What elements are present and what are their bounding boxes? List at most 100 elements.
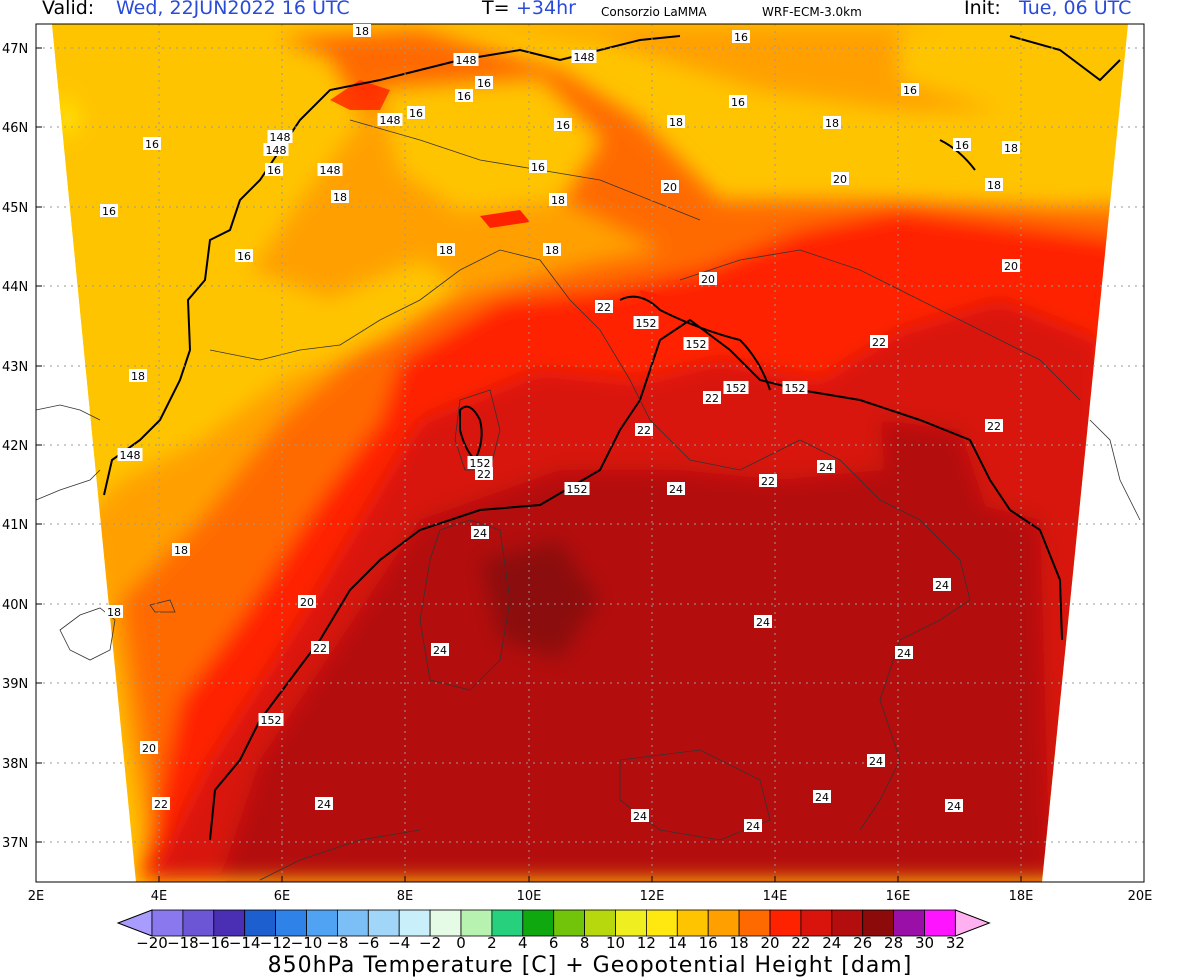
colorbar-swatch — [182, 909, 215, 937]
svg-text:22: 22 — [761, 475, 775, 488]
colorbar-swatch — [707, 909, 740, 937]
svg-text:18: 18 — [439, 244, 453, 257]
contour-value-label: 16 — [529, 160, 547, 174]
lon-label: 12E — [640, 889, 665, 904]
contour-value-label: 24 — [667, 482, 685, 496]
svg-text:152: 152 — [567, 483, 588, 496]
svg-text:24: 24 — [433, 644, 447, 657]
colorbar-tick-label: 28 — [884, 934, 904, 952]
colorbar-tick-label: 4 — [518, 934, 528, 952]
colorbar-swatch — [553, 909, 586, 937]
lat-label: 43N — [2, 360, 28, 375]
colorbar-tick-label: 24 — [822, 934, 842, 952]
colorbar-tick-label: 2 — [487, 934, 497, 952]
svg-text:16: 16 — [237, 250, 251, 263]
contour-value-label: 16 — [235, 249, 253, 263]
contour-value-label: 24 — [471, 526, 489, 540]
contour-value-label: 16 — [475, 76, 493, 90]
colorbar-swatch — [213, 909, 246, 937]
colorbar-swatch — [862, 909, 895, 937]
contour-value-label: 18 — [667, 115, 685, 129]
svg-text:20: 20 — [663, 181, 677, 194]
contour-value-label: 152 — [723, 381, 749, 395]
contour-value-label: 148 — [117, 448, 143, 462]
lat-label: 47N — [2, 42, 28, 57]
colorbar-max-arrow — [954, 909, 991, 937]
colorbar-swatch — [893, 909, 925, 937]
contour-value-label: 18 — [823, 116, 841, 130]
colorbar-swatch — [738, 909, 771, 937]
svg-text:22: 22 — [154, 798, 168, 811]
colorbar-swatch — [800, 909, 833, 937]
svg-text:24: 24 — [947, 800, 961, 813]
contour-value-label: 18 — [129, 369, 147, 383]
svg-text:152: 152 — [470, 457, 491, 470]
svg-text:16: 16 — [267, 164, 281, 177]
contour-value-label: 24 — [754, 615, 772, 629]
colorbar-tick-label: −2 — [419, 934, 442, 952]
colorbar-swatch — [367, 909, 400, 937]
lon-label: 4E — [151, 889, 168, 904]
contour-value-label: 16 — [732, 30, 750, 44]
contour-value-label: 22 — [985, 419, 1003, 433]
forecast-step-label: T= — [482, 0, 510, 19]
colorbar-swatch — [831, 909, 864, 937]
svg-text:152: 152 — [636, 317, 657, 330]
colorbar-title: 850hPa Temperature [C] + Geopotential He… — [267, 953, 913, 978]
lat-label: 40N — [2, 598, 28, 613]
contour-value-label: 24 — [631, 809, 649, 823]
colorbar-tick-label: 14 — [667, 934, 687, 952]
svg-text:148: 148 — [320, 164, 341, 177]
map-header: Valid: Wed, 22JUN2022 16 UTC T= +34hr Co… — [0, 0, 1180, 24]
contour-value-label: 18 — [331, 190, 349, 204]
forecast-step-value: +34hr — [516, 0, 576, 19]
svg-text:148: 148 — [266, 144, 287, 157]
colorbar-swatch — [275, 909, 307, 937]
colorbar-swatch — [398, 909, 431, 937]
colorbar-tick-label: 18 — [729, 934, 749, 952]
contour-value-label: 20 — [298, 595, 316, 609]
valid-label: Valid: — [42, 0, 95, 19]
lon-label: 6E — [274, 889, 291, 904]
svg-text:24: 24 — [819, 461, 833, 474]
svg-text:20: 20 — [701, 273, 715, 286]
contour-value-label: 148 — [267, 130, 293, 144]
contour-value-label: 18 — [353, 24, 371, 38]
latlon-grid — [36, 24, 1144, 882]
colorbar-swatch — [646, 909, 678, 937]
colorbar-tick-label: −8 — [326, 934, 349, 952]
contour-value-label: 18 — [549, 193, 567, 207]
svg-text:16: 16 — [734, 31, 748, 44]
temperature-map: 47N 46N 45N 44N 43N 42N 41N 40N 39N 38N … — [2, 23, 1152, 904]
lat-label: 41N — [2, 518, 28, 533]
colorbar-swatch — [769, 909, 802, 937]
svg-text:24: 24 — [669, 483, 683, 496]
svg-text:24: 24 — [746, 820, 760, 833]
svg-text:24: 24 — [869, 755, 883, 768]
colorbar-tick-label: −6 — [357, 934, 380, 952]
svg-text:24: 24 — [897, 647, 911, 660]
contour-value-label: 20 — [699, 272, 717, 286]
lon-label: 10E — [517, 889, 542, 904]
contour-value-label: 152 — [683, 337, 709, 351]
contour-value-label: 18 — [437, 243, 455, 257]
temperature-field — [52, 24, 1128, 882]
contour-value-label: 16 — [953, 138, 971, 152]
contour-value-label: 24 — [744, 819, 762, 833]
contour-value-label: 24 — [431, 643, 449, 657]
svg-text:18: 18 — [131, 370, 145, 383]
svg-text:20: 20 — [1004, 260, 1018, 273]
contour-value-label: 22 — [759, 474, 777, 488]
svg-text:18: 18 — [174, 544, 188, 557]
lon-label: 14E — [763, 889, 788, 904]
contour-value-label: 22 — [703, 391, 721, 405]
svg-text:18: 18 — [107, 606, 121, 619]
colorbar-tick-label: 22 — [791, 934, 811, 952]
svg-text:20: 20 — [833, 173, 847, 186]
svg-text:22: 22 — [872, 336, 886, 349]
init-label: Init: — [964, 0, 1001, 19]
contour-value-label: 20 — [140, 741, 158, 755]
svg-text:22: 22 — [597, 301, 611, 314]
colorbar-swatch — [306, 909, 338, 937]
